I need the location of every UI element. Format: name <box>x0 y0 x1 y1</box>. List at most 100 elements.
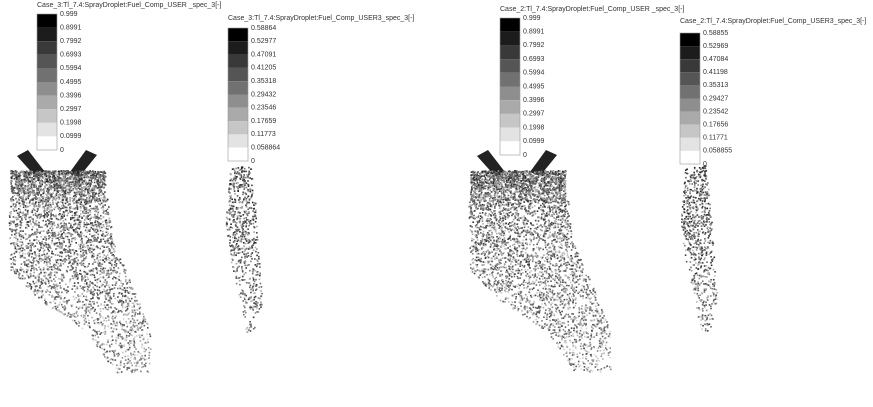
particle <box>113 322 116 324</box>
particle <box>8 212 11 214</box>
particle <box>88 284 91 286</box>
particle <box>234 172 236 175</box>
particle <box>95 225 98 228</box>
particle <box>62 174 65 176</box>
particle <box>236 252 238 254</box>
particle <box>38 182 41 184</box>
particle <box>103 182 106 185</box>
particle <box>115 263 118 265</box>
particle <box>39 290 42 292</box>
particle <box>475 185 478 188</box>
particle <box>103 197 105 199</box>
particle <box>228 218 231 221</box>
particle <box>242 234 245 236</box>
particle <box>50 274 52 276</box>
particle <box>245 247 248 250</box>
particle <box>113 350 116 352</box>
particle <box>250 306 253 309</box>
particle <box>102 256 104 259</box>
particle <box>259 297 261 300</box>
particle <box>121 328 123 331</box>
particle <box>231 168 234 170</box>
particle <box>112 277 114 280</box>
particle <box>33 181 35 184</box>
particle <box>45 201 48 203</box>
particle <box>102 193 104 195</box>
particle <box>126 348 129 351</box>
particle <box>45 238 48 240</box>
particle <box>239 283 241 286</box>
particle <box>108 258 110 261</box>
particle <box>511 170 514 173</box>
particle <box>78 180 81 182</box>
particle <box>58 304 60 306</box>
particle <box>13 242 16 245</box>
particle <box>35 172 37 174</box>
particle <box>111 358 114 361</box>
particle <box>31 228 33 231</box>
particle <box>90 199 93 201</box>
particle <box>69 261 71 264</box>
particle <box>63 177 65 179</box>
particle <box>62 226 65 228</box>
particle <box>51 242 53 244</box>
particle <box>244 211 246 214</box>
particle <box>503 196 505 198</box>
particle <box>40 215 43 217</box>
particle <box>35 255 37 257</box>
particle <box>83 250 86 252</box>
particle <box>242 221 244 223</box>
particle <box>74 274 77 276</box>
particle <box>148 351 151 354</box>
particle <box>507 179 510 182</box>
particle <box>112 359 115 361</box>
particle <box>20 250 22 252</box>
particle <box>240 184 242 186</box>
particle <box>112 350 114 352</box>
particle <box>109 294 111 297</box>
particle <box>27 236 30 238</box>
particle <box>560 180 563 183</box>
particle <box>502 192 505 194</box>
particle <box>254 203 256 206</box>
particle <box>94 193 97 196</box>
particle <box>59 227 61 229</box>
particle <box>85 305 87 307</box>
particle <box>38 250 41 252</box>
particle <box>141 362 143 364</box>
particle <box>49 221 52 223</box>
particle <box>85 181 88 184</box>
particle <box>131 364 133 367</box>
particle <box>250 253 253 255</box>
particle <box>81 178 83 180</box>
particle <box>64 233 66 235</box>
particle <box>102 205 104 208</box>
particle <box>63 207 65 209</box>
particle <box>99 345 101 348</box>
particle <box>258 278 261 281</box>
particle <box>72 185 74 187</box>
particle <box>59 210 61 212</box>
particle <box>118 354 120 356</box>
particle <box>78 190 81 193</box>
particle <box>15 185 18 187</box>
particle <box>30 288 32 290</box>
particle <box>20 246 23 249</box>
particle <box>133 343 135 346</box>
particle <box>60 237 62 240</box>
particle <box>30 286 33 288</box>
particle <box>85 175 87 178</box>
particle <box>70 264 73 267</box>
particle <box>96 256 99 259</box>
particle <box>240 168 242 171</box>
particle <box>66 270 68 273</box>
particle <box>84 271 87 274</box>
particle <box>27 174 30 176</box>
particle <box>74 291 76 293</box>
particle <box>97 297 99 299</box>
particle <box>51 294 53 297</box>
particle <box>89 309 92 312</box>
particle <box>58 184 60 186</box>
particle <box>100 215 102 217</box>
particle <box>228 210 231 213</box>
